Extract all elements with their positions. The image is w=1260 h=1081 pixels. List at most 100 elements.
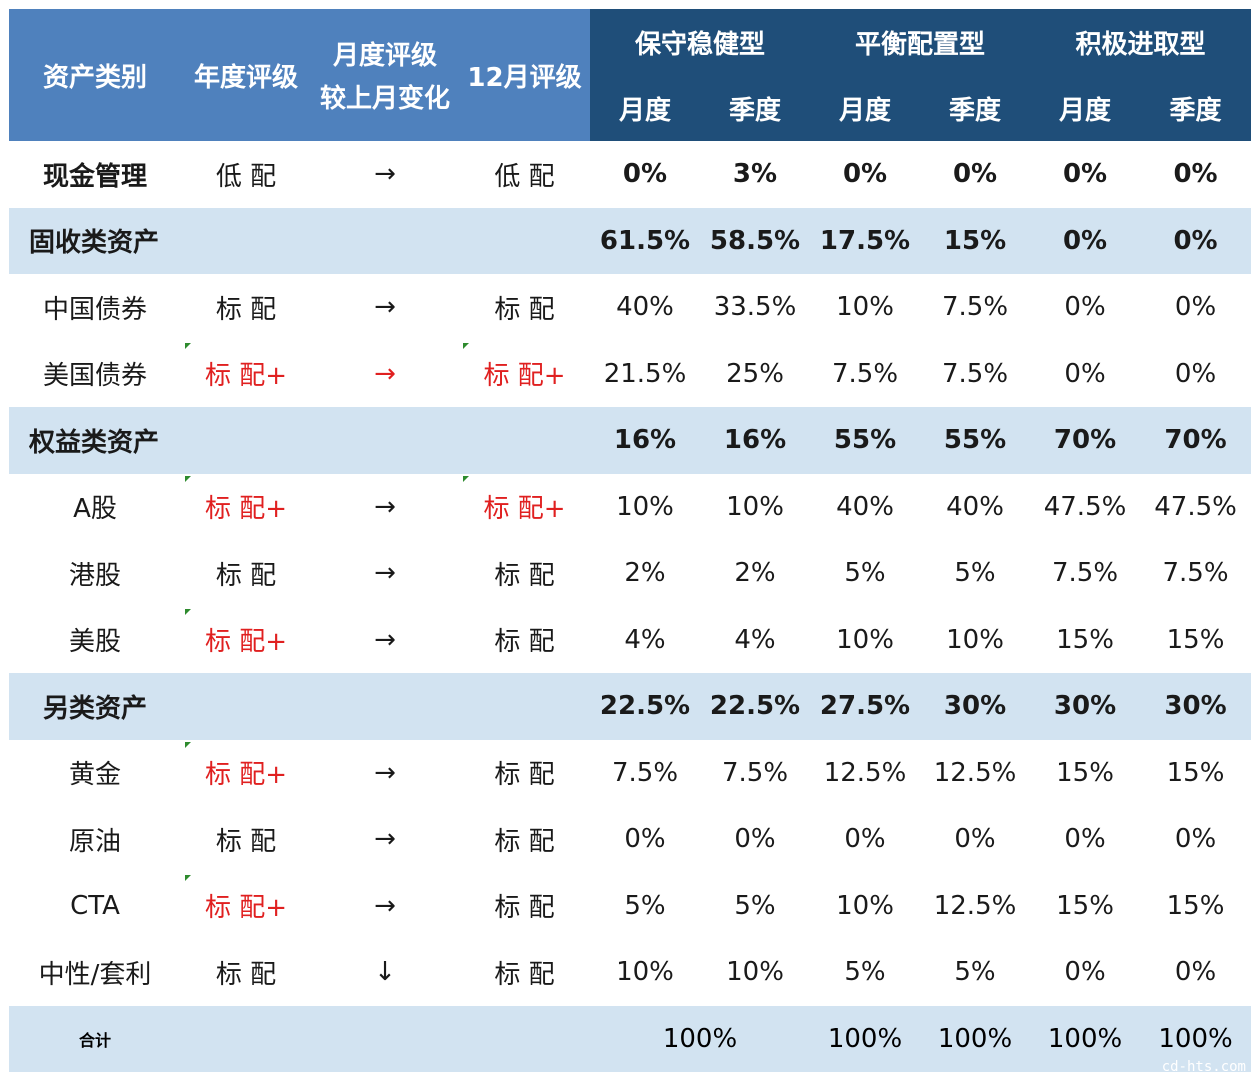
annual-rating-text: 标 配+ — [204, 361, 288, 392]
dec-rating-text: 标 配 — [494, 893, 555, 924]
table-row: 现金管理 低 配 → 低 配 0% 3% 0% 0% 0% 0% — [9, 141, 1251, 208]
annual-rating: 标 配+ — [181, 474, 311, 541]
dec-rating: 标 配 — [459, 806, 590, 873]
allocation-table-container: 资产类别 年度评级 月度评级 较上月变化 12月评级 保守稳健型 平衡配置型 积… — [9, 9, 1252, 1072]
header-profile-aggressive: 积极进取型 — [1030, 9, 1252, 75]
table-row: 港股 标 配 → 标 配 2% 2% 5% 5% 7.5% 7.5% — [9, 540, 1251, 607]
dec-rating — [459, 673, 590, 740]
asset-name: 中国债券 — [42, 294, 147, 325]
allocation-value: 25% — [726, 358, 784, 389]
allocation-value: 55% — [810, 407, 921, 474]
table-row: 另类资产 22.5% 22.5% 27.5% 30% 30% 30% — [9, 673, 1252, 740]
table-row: 原油 标 配 → 标 配 0% 0% 0% 0% 0% 0% — [9, 806, 1251, 873]
dec-rating: 标 配 — [459, 274, 590, 341]
allocation-value: 70% — [1030, 407, 1141, 474]
allocation-value: 30% — [1030, 673, 1141, 740]
allocation-value: 0% — [624, 824, 666, 855]
allocation-value: 22.5% — [700, 673, 811, 740]
allocation-value: 3% — [732, 159, 778, 190]
allocation-value: 0% — [1064, 358, 1106, 389]
annual-rating-text: 低 配 — [215, 161, 277, 192]
allocation-value: 0% — [844, 824, 886, 855]
allocation-value: 30% — [920, 673, 1031, 740]
allocation-value: 0% — [622, 159, 668, 190]
allocation-value: 12.5% — [933, 757, 1017, 788]
change-arrow-icon: → — [374, 824, 396, 855]
allocation-value: 15% — [1056, 757, 1114, 788]
total-value: 100% — [1030, 1005, 1141, 1072]
allocation-value: 7.5% — [941, 292, 1009, 323]
dec-rating: 标 配 — [459, 740, 590, 807]
header-asset-class: 资产类别 — [9, 9, 181, 141]
watermark: cd-hts.com — [1161, 1059, 1246, 1075]
annual-rating-text: 标 配+ — [204, 760, 288, 791]
annual-rating-text: 标 配 — [215, 560, 277, 591]
annual-rating: 标 配 — [181, 274, 311, 341]
allocation-value: 5% — [844, 957, 886, 988]
comment-marker-icon — [463, 342, 469, 349]
asset-name: 美股 — [68, 627, 121, 658]
header-dec-rating: 12月评级 — [459, 9, 590, 141]
allocation-value: 7.5% — [721, 757, 789, 788]
allocation-value: 47.5% — [1043, 491, 1127, 522]
dec-rating — [459, 207, 590, 274]
dec-rating-text: 标 配 — [494, 959, 555, 990]
asset-name: A股 — [73, 494, 117, 525]
annual-rating-text: 标 配+ — [204, 893, 288, 924]
dec-rating: 标 配 — [459, 873, 590, 940]
header-period: 季度 — [1140, 75, 1252, 141]
header-period: 月度 — [1030, 75, 1141, 141]
dec-rating: 标 配 — [459, 540, 590, 607]
dec-rating: 标 配+ — [459, 341, 590, 408]
asset-allocation-table: 资产类别 年度评级 月度评级 较上月变化 12月评级 保守稳健型 平衡配置型 积… — [9, 9, 1252, 1072]
total-label: 合计 — [9, 1005, 181, 1072]
allocation-value: 4% — [624, 624, 666, 655]
allocation-value: 17.5% — [810, 207, 921, 274]
allocation-value: 15% — [920, 207, 1031, 274]
annual-rating-text: 标 配 — [215, 294, 277, 325]
change-arrow-icon: → — [374, 757, 396, 788]
header-monthly-change-line1: 月度评级 — [332, 41, 437, 71]
table-row: 权益类资产 16% 16% 55% 55% 70% 70% — [9, 407, 1252, 474]
total-conservative: 100% — [590, 1005, 811, 1072]
allocation-value: 12.5% — [933, 890, 1017, 921]
allocation-value: 7.5% — [941, 358, 1009, 389]
asset-name: 黄金 — [68, 760, 121, 791]
allocation-value: 10% — [836, 624, 894, 655]
allocation-value: 58.5% — [700, 207, 811, 274]
annual-rating: 标 配+ — [181, 607, 311, 674]
allocation-value: 0% — [1064, 957, 1106, 988]
comment-marker-icon — [185, 608, 191, 615]
header-period: 月度 — [590, 75, 700, 141]
dec-rating: 标 配 — [459, 939, 590, 1006]
table-row: 黄金 标 配+ → 标 配 7.5% 7.5% 12.5% 12.5% 15% 15% — [9, 740, 1251, 807]
allocation-value: 15% — [1166, 890, 1225, 921]
total-value: 100% — [1140, 1005, 1252, 1072]
header-annual-rating: 年度评级 — [181, 9, 311, 141]
comment-marker-icon — [185, 342, 191, 349]
asset-name: 权益类资产 — [9, 407, 181, 474]
asset-name: 原油 — [68, 826, 121, 857]
total-value: 100% — [920, 1005, 1031, 1072]
allocation-value: 15% — [1056, 624, 1114, 655]
allocation-value: 4% — [734, 624, 776, 655]
annual-rating-text: 标 配 — [215, 826, 277, 857]
annual-rating: 低 配 — [181, 141, 311, 208]
allocation-value: 5% — [844, 558, 886, 589]
comment-marker-icon — [463, 475, 469, 482]
table-row: CTA 标 配+ → 标 配 5% 5% 10% 12.5% 15% 15% — [9, 873, 1251, 940]
header-period: 季度 — [920, 75, 1031, 141]
table-row: A股 标 配+ → 标 配+ 10% 10% 40% 40% 47.5% 47.5% — [9, 474, 1251, 541]
allocation-value: 5% — [624, 890, 666, 921]
allocation-value: 2% — [734, 558, 776, 589]
dec-rating: 标 配+ — [459, 474, 590, 541]
allocation-value: 0% — [1174, 957, 1217, 988]
change-arrow-icon: ↓ — [374, 957, 396, 988]
empty-cell — [459, 1005, 590, 1072]
allocation-value: 0% — [1173, 159, 1218, 190]
total-value: 100% — [810, 1005, 921, 1072]
asset-name: 港股 — [68, 560, 121, 591]
annual-rating: 标 配 — [181, 540, 311, 607]
allocation-value: 10% — [726, 957, 784, 988]
allocation-value: 7.5% — [611, 757, 679, 788]
